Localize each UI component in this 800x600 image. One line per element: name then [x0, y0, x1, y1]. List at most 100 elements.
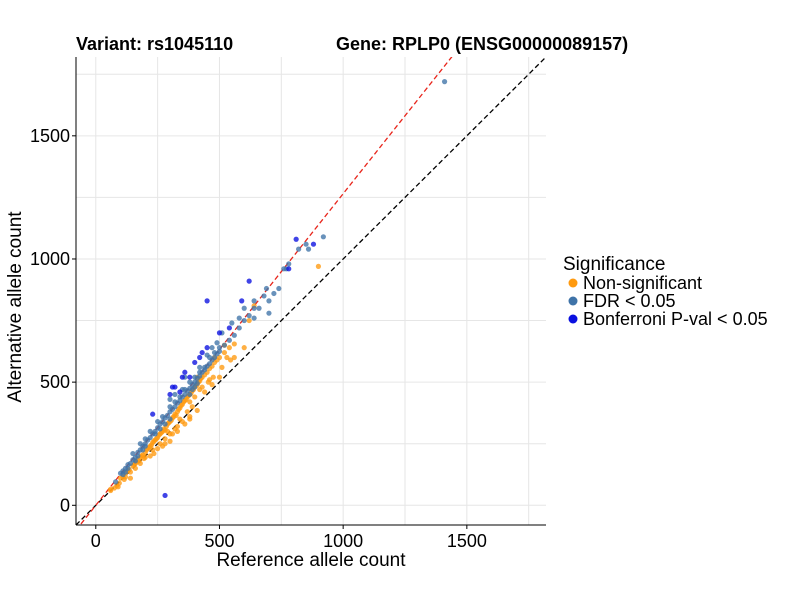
data-point [216, 348, 223, 354]
y-tick-label: 1000 [30, 249, 70, 269]
data-point [142, 454, 148, 460]
data-point [251, 305, 257, 311]
data-point [210, 374, 216, 380]
data-point [199, 349, 205, 356]
data-point [179, 374, 185, 380]
data-point [187, 391, 193, 398]
data-point [211, 349, 218, 356]
data-point [127, 475, 134, 481]
series-2 [150, 236, 317, 499]
data-point [135, 453, 141, 459]
reference-line-fitted [79, 57, 453, 525]
data-point [189, 386, 195, 393]
reference-line-identity [76, 57, 546, 525]
data-point [132, 465, 138, 471]
data-point [142, 443, 148, 449]
data-point [209, 345, 215, 351]
data-point [231, 341, 237, 347]
data-point [182, 369, 188, 375]
data-point [155, 418, 161, 425]
data-point [251, 298, 257, 304]
data-point [157, 426, 163, 432]
data-point [197, 373, 203, 379]
data-point [216, 345, 223, 351]
data-point [246, 317, 252, 324]
data-point [229, 320, 235, 326]
data-point [152, 431, 158, 437]
data-point [231, 332, 237, 338]
data-point [164, 428, 171, 434]
data-point [228, 357, 234, 363]
data-point [206, 361, 213, 367]
data-point [241, 317, 247, 324]
data-point [177, 398, 183, 404]
data-point [199, 384, 205, 390]
data-point [194, 380, 200, 386]
data-point [239, 298, 245, 304]
data-point [172, 399, 178, 405]
data-point [187, 379, 193, 385]
data-point [209, 382, 215, 388]
data-point [266, 310, 272, 316]
legend: Significance Non-significant FDR < 0.05 … [563, 254, 768, 329]
data-point [187, 416, 193, 422]
data-point [142, 436, 148, 442]
data-point [194, 407, 200, 414]
x-tick-label: 1500 [447, 531, 487, 551]
data-points [108, 79, 448, 499]
data-point [241, 305, 247, 311]
data-point [315, 263, 322, 269]
data-point [182, 421, 188, 427]
data-point [147, 453, 153, 459]
data-point [197, 369, 203, 375]
data-point [211, 354, 218, 361]
data-point [231, 354, 237, 361]
data-point [197, 364, 203, 370]
data-point [127, 469, 134, 475]
data-point [177, 416, 183, 422]
data-point [172, 404, 178, 410]
data-point [214, 340, 220, 346]
data-point [137, 460, 143, 467]
data-point [263, 285, 270, 292]
data-point [169, 384, 176, 390]
data-point [174, 423, 181, 430]
data-point [251, 315, 257, 321]
data-point [226, 337, 232, 343]
data-point [112, 479, 119, 485]
data-point [177, 389, 183, 395]
data-point [162, 421, 168, 427]
data-point [256, 305, 262, 311]
data-point [151, 450, 157, 457]
data-point [216, 330, 223, 336]
y-tick-label: 0 [60, 495, 70, 515]
data-point [127, 460, 134, 467]
x-axis-label: Reference allele count [216, 550, 406, 571]
axis-ticks: 0 500 1000 1500 0 500 1000 1500 [30, 126, 487, 551]
legend-key-bonferroni [568, 314, 578, 324]
data-point [167, 391, 173, 398]
data-point [204, 345, 210, 351]
data-point [266, 298, 272, 304]
data-point [303, 241, 309, 247]
data-point [221, 342, 228, 348]
data-point [184, 409, 190, 415]
legend-label-fdr: FDR < 0.05 [583, 291, 676, 311]
data-point [197, 354, 203, 361]
data-point [167, 396, 173, 402]
data-point [164, 412, 171, 418]
chart-title-variant: Variant: rs1045110 [76, 34, 233, 54]
data-point [115, 484, 121, 490]
data-point [172, 391, 178, 398]
data-point [122, 469, 129, 475]
legend-label-bonferroni: Bonferroni P-val < 0.05 [583, 309, 768, 329]
data-point [204, 352, 210, 358]
data-point [137, 441, 143, 447]
series-1 [112, 79, 448, 485]
data-point [189, 404, 195, 410]
data-point [216, 354, 223, 361]
data-point [182, 391, 188, 398]
data-point [162, 436, 168, 442]
data-point [236, 315, 242, 321]
